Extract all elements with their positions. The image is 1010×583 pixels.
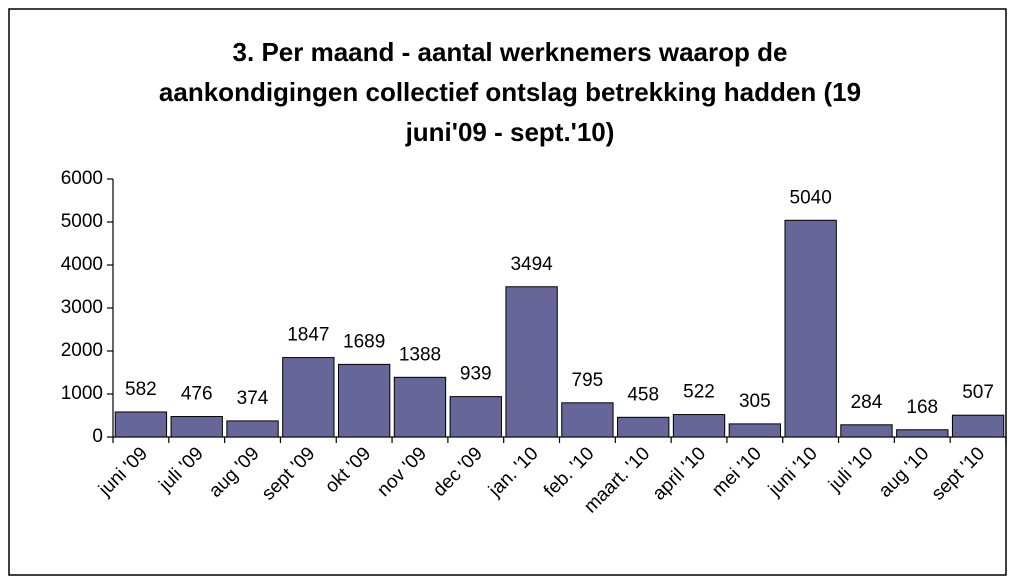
x-tick-label: aug '10 xyxy=(875,443,934,502)
x-tick-label: juni '09 xyxy=(94,443,152,501)
x-tick-label: mei '10 xyxy=(708,443,766,501)
bar xyxy=(840,424,893,438)
chart-title: 3. Per maand - aantal werknemers waarop … xyxy=(158,37,862,147)
bar xyxy=(672,414,726,438)
data-label: 582 xyxy=(125,379,157,400)
data-label: 1847 xyxy=(287,325,329,346)
data-label: 458 xyxy=(627,384,659,405)
data-label: 5040 xyxy=(790,187,832,208)
bar xyxy=(617,416,670,438)
bar xyxy=(226,420,279,438)
x-tick-label: april '10 xyxy=(649,443,710,504)
y-tick-label: 2000 xyxy=(61,340,103,361)
data-label: 522 xyxy=(683,382,715,403)
data-label: 476 xyxy=(181,384,213,405)
data-label: 795 xyxy=(572,370,604,391)
y-tick-label: 1000 xyxy=(61,383,103,404)
y-tick-label: 6000 xyxy=(61,168,103,189)
y-tick-label: 4000 xyxy=(61,254,103,275)
x-tick-label: sept '10 xyxy=(928,443,989,504)
bar xyxy=(114,411,168,438)
bar xyxy=(505,286,558,438)
bar xyxy=(449,396,502,438)
x-tick-label: juli '10 xyxy=(824,443,877,496)
data-label: 305 xyxy=(739,391,771,412)
bar xyxy=(282,357,335,438)
bar xyxy=(393,376,447,438)
y-tick-label: 0 xyxy=(92,426,103,447)
x-tick-label: okt '09 xyxy=(321,443,375,497)
data-label: 507 xyxy=(962,382,994,403)
bar xyxy=(337,363,391,438)
y-tick-label: 3000 xyxy=(61,297,103,318)
x-tick-label: juni '10 xyxy=(764,443,822,501)
chart-frame xyxy=(8,8,1007,576)
data-label: 168 xyxy=(906,397,938,418)
x-tick-label: jan. '10 xyxy=(484,443,542,501)
data-label: 939 xyxy=(460,364,492,385)
y-tick-label: 5000 xyxy=(61,211,103,232)
x-tick-label: nov '09 xyxy=(373,443,431,501)
data-label: 374 xyxy=(237,388,269,409)
bar xyxy=(561,402,614,438)
data-label: 1388 xyxy=(399,344,441,365)
bar xyxy=(784,219,837,438)
data-label: 1689 xyxy=(343,331,385,352)
bar xyxy=(170,416,223,438)
bar xyxy=(896,429,949,438)
bar xyxy=(728,423,782,438)
x-tick-label: aug '09 xyxy=(205,443,264,502)
x-tick-label: sept '09 xyxy=(258,443,319,504)
x-tick-label: juli '09 xyxy=(155,443,208,496)
data-label: 3494 xyxy=(510,254,553,275)
x-tick-label: dec '09 xyxy=(429,443,487,501)
bar xyxy=(951,414,1005,438)
data-label: 284 xyxy=(851,392,883,413)
